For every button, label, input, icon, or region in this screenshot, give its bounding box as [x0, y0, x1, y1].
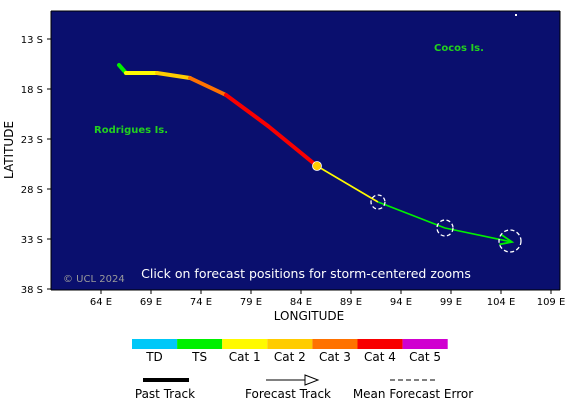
- forecast-position-error-circle[interactable]: [436, 219, 454, 237]
- past-track-segment: [266, 124, 319, 168]
- longitude-tick-label: 109 E: [537, 297, 566, 308]
- past-track-segment: [224, 93, 270, 128]
- latitude-tick-label: 38 S: [21, 285, 43, 296]
- latitude-tick-label: 23 S: [21, 135, 43, 146]
- past-track-segment: [155, 71, 192, 80]
- legend-swatch-cat-4: [357, 339, 403, 349]
- legend-swatch-cat-3: [312, 339, 358, 349]
- legend-swatch-cat-5: [402, 339, 448, 349]
- forecast-error-circles: [370, 194, 522, 253]
- latitude-axis: 13 S 18 S 23 S 28 S 33 S 38 S: [21, 35, 51, 296]
- legend-swatch-ts: [177, 339, 223, 349]
- legend-label-cat-2: Cat 2: [274, 350, 306, 364]
- category-legend: TD TS Cat 1 Cat 2 Cat 3 Cat 4 Cat 5: [132, 339, 448, 364]
- forecast-track-legend-label: Forecast Track: [245, 387, 331, 401]
- longitude-tick-label: 84 E: [290, 297, 312, 308]
- legend-swatch-td: [132, 339, 178, 349]
- legend-label-ts: TS: [191, 350, 207, 364]
- legend-swatch-cat-1: [222, 339, 268, 349]
- forecast-track-legend-arrow: [304, 374, 320, 386]
- longitude-tick-label: 104 E: [487, 297, 516, 308]
- storm-track: [117, 63, 515, 246]
- legend-label-cat-5: Cat 5: [409, 350, 441, 364]
- latitude-tick-label: 18 S: [21, 85, 43, 96]
- longitude-tick-label: 74 E: [190, 297, 212, 308]
- forecast-track-segment: [444, 227, 513, 243]
- legend-label-td: TD: [145, 350, 163, 364]
- legend-swatch-cat-2: [267, 339, 313, 349]
- legend-label-cat-3: Cat 3: [319, 350, 351, 364]
- current-position-marker[interactable]: [312, 161, 322, 171]
- legend-label-cat-1: Cat 1: [229, 350, 261, 364]
- forecast-position-error-circle[interactable]: [498, 229, 522, 253]
- place-label-cocos-is: Cocos Is.: [434, 43, 484, 54]
- small-marker: [515, 14, 517, 16]
- forecast-track-segment: [316, 165, 379, 203]
- past-track-legend-label: Past Track: [135, 387, 195, 401]
- forecast-track-segment: [377, 201, 446, 229]
- copyright-text: © UCL 2024: [63, 274, 125, 285]
- longitude-tick-label: 69 E: [140, 297, 162, 308]
- forecast-track-arrowhead: [499, 233, 515, 246]
- longitude-axis: 64 E 69 E 74 E 79 E 84 E 89 E 94 E 99 E 104 E 109…: [90, 290, 565, 308]
- latitude-tick-label: 13 S: [21, 35, 43, 46]
- past-track-segment: [188, 76, 228, 97]
- ocean-area: [51, 11, 560, 290]
- longitude-tick-label: 64 E: [90, 297, 112, 308]
- longitude-tick-label: 89 E: [340, 297, 362, 308]
- longitude-tick-label: 94 E: [390, 297, 412, 308]
- place-label-rodrigues-is: Rodrigues Is.: [94, 125, 168, 136]
- place-labels: Cocos Is. Rodrigues Is.: [94, 43, 484, 136]
- latitude-tick-label: 28 S: [21, 185, 43, 196]
- longitude-tick-label: 79 E: [240, 297, 262, 308]
- click-instruction-text: Click on forecast positions for storm-ce…: [141, 266, 471, 281]
- longitude-tick-label: 99 E: [440, 297, 462, 308]
- longitude-axis-title: LONGITUDE: [274, 309, 344, 323]
- latitude-tick-label: 33 S: [21, 235, 43, 246]
- latitude-axis-title: LATITUDE: [2, 121, 16, 179]
- error-legend-label: Mean Forecast Error: [353, 387, 473, 401]
- legend-label-cat-4: Cat 4: [364, 350, 396, 364]
- forecast-position-error-circle[interactable]: [370, 194, 386, 210]
